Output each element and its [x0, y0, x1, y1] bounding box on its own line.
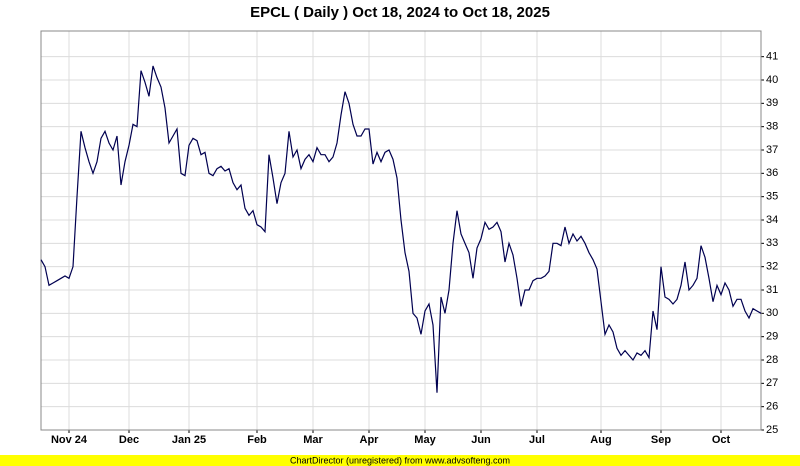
y-tick-label: 40 [766, 74, 778, 86]
y-tick-label: 25 [766, 424, 778, 436]
x-tick-label: Nov 24 [51, 434, 88, 446]
y-tick-label: 36 [766, 167, 778, 179]
x-tick-label: Jun [471, 434, 491, 446]
y-tick-label: 32 [766, 261, 778, 273]
y-tick-label: 35 [766, 191, 778, 203]
y-tick-label: 37 [766, 144, 778, 156]
x-tick-label: Feb [247, 434, 267, 446]
footer-bar [0, 455, 800, 466]
x-tick-label: Sep [651, 434, 671, 446]
y-tick-label: 39 [766, 97, 778, 109]
y-tick-label: 26 [766, 401, 778, 413]
x-tick-label: Mar [303, 434, 323, 446]
y-tick-label: 30 [766, 307, 778, 319]
y-tick-label: 27 [766, 377, 778, 389]
y-tick-label: 41 [766, 51, 778, 63]
y-tick-label: 34 [766, 214, 778, 226]
x-tick-label: May [414, 434, 436, 446]
plot-border [40, 30, 762, 431]
x-tick-label: Jul [529, 434, 545, 446]
x-tick-label: Apr [360, 434, 380, 446]
y-tick-label: 29 [766, 331, 778, 343]
y-tick-label: 38 [766, 121, 778, 133]
y-tick-label: 33 [766, 237, 778, 249]
chart-title: EPCL ( Daily ) Oct 18, 2024 to Oct 18, 2… [250, 4, 550, 21]
footer: ChartDirector (unregistered) from www.ad… [290, 455, 510, 465]
x-tick-label: Jan 25 [172, 434, 206, 446]
x-tick-label: Dec [119, 434, 139, 446]
price-line [40, 65, 762, 393]
y-tick-label: 28 [766, 354, 778, 366]
plot-area [41, 31, 761, 430]
y-tick-label: 31 [766, 284, 778, 296]
x-tick-label: Oct [712, 434, 731, 446]
x-tick-label: Aug [590, 434, 611, 446]
